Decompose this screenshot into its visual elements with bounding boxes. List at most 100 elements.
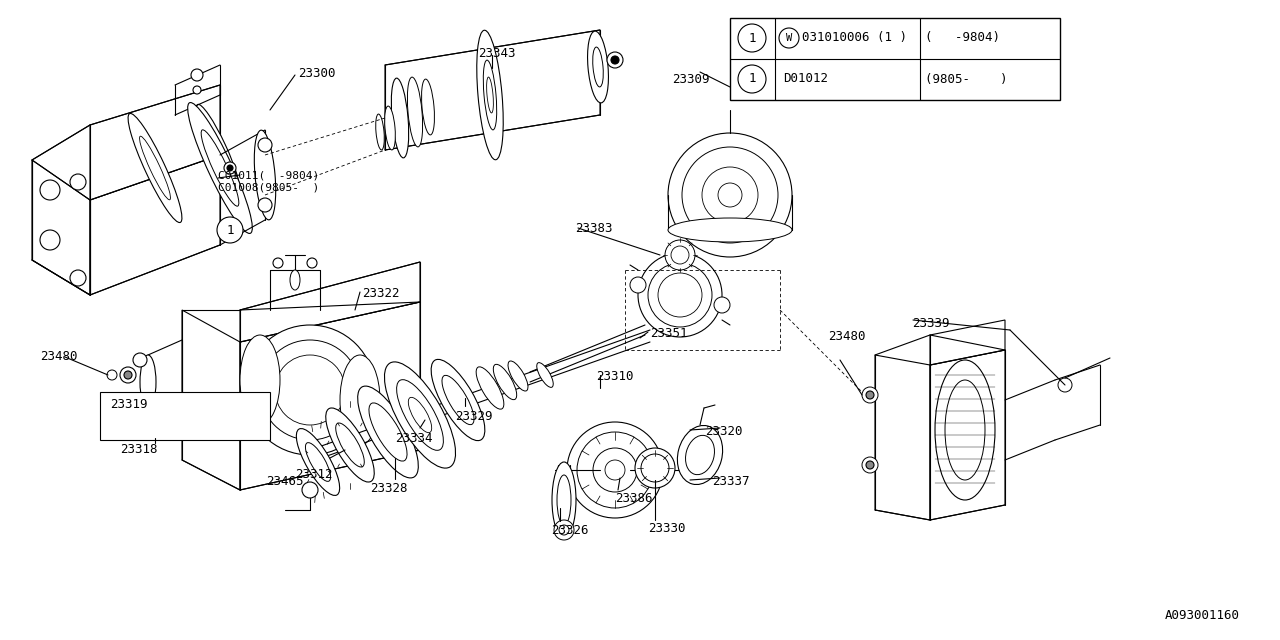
Circle shape xyxy=(611,56,620,64)
Ellipse shape xyxy=(567,422,663,518)
Circle shape xyxy=(867,391,874,399)
Circle shape xyxy=(259,198,273,212)
Polygon shape xyxy=(931,350,1005,520)
Ellipse shape xyxy=(196,104,239,191)
Ellipse shape xyxy=(934,360,995,500)
Text: 23300: 23300 xyxy=(298,67,335,80)
Ellipse shape xyxy=(442,375,474,425)
Ellipse shape xyxy=(407,77,422,147)
Ellipse shape xyxy=(718,183,742,207)
Ellipse shape xyxy=(658,273,701,317)
Ellipse shape xyxy=(605,460,625,480)
Text: 23318: 23318 xyxy=(120,443,157,456)
Ellipse shape xyxy=(508,361,527,391)
Ellipse shape xyxy=(637,253,722,337)
Text: 23322: 23322 xyxy=(362,287,399,300)
Text: 23330: 23330 xyxy=(648,522,686,535)
Ellipse shape xyxy=(260,340,360,440)
Ellipse shape xyxy=(577,432,653,508)
Text: 23320: 23320 xyxy=(705,425,742,438)
Circle shape xyxy=(739,24,765,52)
Text: W: W xyxy=(786,33,792,43)
Circle shape xyxy=(259,138,273,152)
Circle shape xyxy=(1059,378,1073,392)
Ellipse shape xyxy=(340,355,380,445)
Text: 23326: 23326 xyxy=(550,524,589,537)
Circle shape xyxy=(133,398,147,412)
Ellipse shape xyxy=(593,448,637,492)
Ellipse shape xyxy=(945,380,986,480)
Ellipse shape xyxy=(193,86,201,94)
Polygon shape xyxy=(241,302,420,490)
Ellipse shape xyxy=(385,106,396,150)
Circle shape xyxy=(218,217,243,243)
Circle shape xyxy=(780,28,799,48)
Circle shape xyxy=(70,174,86,190)
Ellipse shape xyxy=(128,113,182,223)
Polygon shape xyxy=(32,160,90,295)
Text: D01012: D01012 xyxy=(783,72,828,86)
Ellipse shape xyxy=(325,408,374,482)
Circle shape xyxy=(607,52,623,68)
Ellipse shape xyxy=(140,355,156,409)
Ellipse shape xyxy=(588,31,608,103)
Ellipse shape xyxy=(191,69,204,81)
Text: 23319: 23319 xyxy=(110,398,147,411)
Text: 23328: 23328 xyxy=(370,482,407,495)
Polygon shape xyxy=(876,355,931,520)
Circle shape xyxy=(133,353,147,367)
Text: 23309: 23309 xyxy=(672,73,709,86)
Text: 23334: 23334 xyxy=(396,432,433,445)
Ellipse shape xyxy=(677,426,723,484)
Circle shape xyxy=(120,367,136,383)
Circle shape xyxy=(273,258,283,268)
Text: A093001160: A093001160 xyxy=(1165,609,1240,622)
Polygon shape xyxy=(931,320,1005,365)
Text: (9805-    ): (9805- ) xyxy=(925,72,1007,86)
Text: 1: 1 xyxy=(749,31,755,45)
Ellipse shape xyxy=(392,78,408,158)
Text: 23465: 23465 xyxy=(266,475,303,488)
Ellipse shape xyxy=(275,355,346,425)
Text: 23337: 23337 xyxy=(712,475,750,488)
Ellipse shape xyxy=(557,475,571,525)
Ellipse shape xyxy=(306,443,330,481)
Ellipse shape xyxy=(648,263,712,327)
Ellipse shape xyxy=(421,79,434,135)
Ellipse shape xyxy=(493,364,517,399)
Bar xyxy=(100,392,270,440)
Ellipse shape xyxy=(241,335,280,425)
Ellipse shape xyxy=(635,448,675,488)
Text: (   -9804): ( -9804) xyxy=(925,31,1000,45)
Ellipse shape xyxy=(431,360,485,440)
Circle shape xyxy=(739,65,765,93)
Polygon shape xyxy=(241,262,420,342)
Ellipse shape xyxy=(641,454,669,482)
Text: 23383: 23383 xyxy=(575,222,613,235)
Circle shape xyxy=(630,277,646,293)
Ellipse shape xyxy=(397,380,443,451)
Circle shape xyxy=(867,461,874,469)
Polygon shape xyxy=(182,310,241,490)
Circle shape xyxy=(861,387,878,403)
Ellipse shape xyxy=(476,30,503,160)
Ellipse shape xyxy=(357,386,419,478)
Ellipse shape xyxy=(384,362,456,468)
Text: 23480: 23480 xyxy=(40,350,78,363)
Ellipse shape xyxy=(686,435,714,475)
Text: 23480: 23480 xyxy=(828,330,865,343)
Ellipse shape xyxy=(335,423,365,467)
Circle shape xyxy=(224,162,236,174)
Circle shape xyxy=(40,180,60,200)
Ellipse shape xyxy=(593,47,603,87)
Ellipse shape xyxy=(671,246,689,264)
Circle shape xyxy=(40,230,60,250)
Text: 23310: 23310 xyxy=(596,370,634,383)
Text: 23329: 23329 xyxy=(454,410,493,423)
Ellipse shape xyxy=(701,167,758,223)
Text: 1: 1 xyxy=(749,72,755,86)
Ellipse shape xyxy=(668,218,792,242)
Ellipse shape xyxy=(188,102,252,234)
Ellipse shape xyxy=(486,77,493,113)
Text: C01008(9805-  ): C01008(9805- ) xyxy=(218,183,319,193)
